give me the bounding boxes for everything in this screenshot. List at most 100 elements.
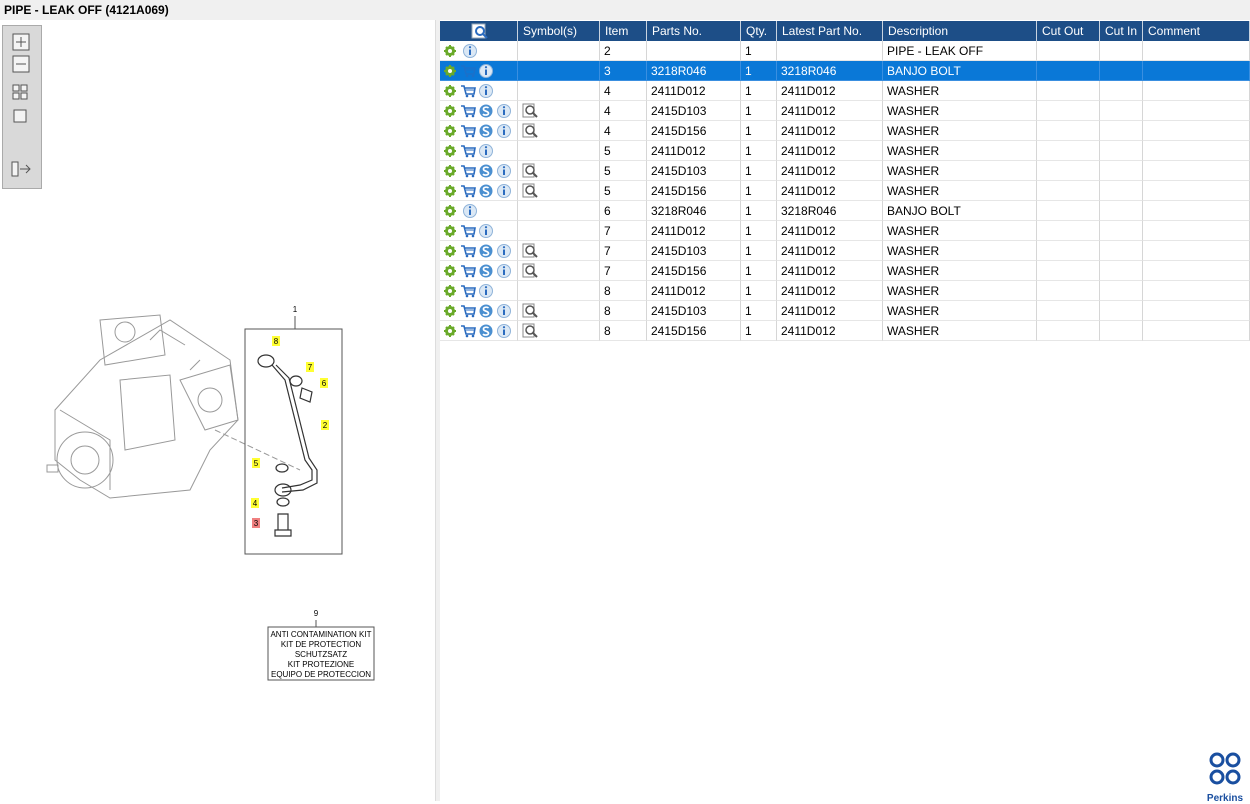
- assembly-number: 1: [293, 305, 298, 314]
- table-cell: WASHER: [883, 81, 1037, 101]
- table-cell: 2415D103: [647, 161, 741, 181]
- table-cell: 8: [600, 321, 647, 341]
- table-cell: 2411D012: [777, 101, 883, 121]
- row-icons[interactable]: [440, 201, 518, 221]
- empty-cell: [1143, 301, 1250, 321]
- symbol-icon[interactable]: [518, 161, 600, 181]
- table-cell: 2411D012: [777, 221, 883, 241]
- empty-cell: [518, 221, 600, 241]
- symbol-icon[interactable]: [518, 181, 600, 201]
- row-icons[interactable]: [440, 101, 518, 121]
- symbol-icon[interactable]: [518, 121, 600, 141]
- empty-cell: [1037, 41, 1100, 61]
- row-icons[interactable]: [440, 221, 518, 241]
- empty-cell: [1143, 281, 1250, 301]
- symbol-icon[interactable]: [518, 241, 600, 261]
- column-header[interactable]: Item: [600, 21, 647, 41]
- row-icons[interactable]: [440, 41, 518, 61]
- table-cell: 4: [600, 81, 647, 101]
- kit-line: ANTI CONTAMINATION KIT: [270, 630, 371, 639]
- table-cell: 2411D012: [777, 321, 883, 341]
- pipe-parts: [257, 354, 318, 537]
- empty-cell: [1037, 161, 1100, 181]
- kit-line: KIT DE PROTECTION: [281, 640, 362, 649]
- column-header[interactable]: Parts No.: [647, 21, 741, 41]
- row-icons[interactable]: [440, 241, 518, 261]
- column-header[interactable]: Comment: [1143, 21, 1250, 41]
- table-cell: [647, 41, 741, 61]
- symbol-icon[interactable]: [518, 101, 600, 121]
- table-cell: [777, 41, 883, 61]
- row-icons[interactable]: [440, 81, 518, 101]
- empty-cell: [1100, 281, 1143, 301]
- header-cell: [440, 21, 518, 41]
- empty-cell: [1037, 81, 1100, 101]
- symbol-icon[interactable]: [518, 301, 600, 321]
- callout-box: [306, 362, 314, 372]
- row-icons[interactable]: [440, 301, 518, 321]
- callout-label: 4: [253, 499, 258, 508]
- table-cell: 2411D012: [647, 221, 741, 241]
- kit-line: EQUIPO DE PROTECCION: [271, 670, 371, 679]
- empty-cell: [1100, 321, 1143, 341]
- fit-all[interactable]: [12, 84, 28, 100]
- row-icons[interactable]: [440, 61, 518, 81]
- row-icons[interactable]: [440, 161, 518, 181]
- table-cell: 1: [741, 41, 777, 61]
- table-cell: 2415D103: [647, 241, 741, 261]
- table-cell: 3218R046: [647, 201, 741, 221]
- zoom-in[interactable]: [12, 33, 30, 51]
- actual-size[interactable]: [13, 109, 27, 123]
- empty-cell: [518, 61, 600, 81]
- splitter[interactable]: [435, 20, 440, 801]
- table-cell: 7: [600, 221, 647, 241]
- table-cell: 2415D156: [647, 321, 741, 341]
- empty-cell: [518, 81, 600, 101]
- table-cell: 6: [600, 201, 647, 221]
- empty-cell: [518, 281, 600, 301]
- row-icons[interactable]: [440, 181, 518, 201]
- table-cell: 1: [741, 181, 777, 201]
- table-cell: 2415D156: [647, 261, 741, 281]
- symbol-icon[interactable]: [518, 321, 600, 341]
- table-cell: 1: [741, 221, 777, 241]
- column-header[interactable]: Cut Out: [1037, 21, 1100, 41]
- empty-cell: [1100, 201, 1143, 221]
- row-icons[interactable]: [440, 141, 518, 161]
- empty-cell: [1037, 321, 1100, 341]
- row-icons[interactable]: [440, 281, 518, 301]
- empty-cell: [1143, 201, 1250, 221]
- row-icons[interactable]: [440, 121, 518, 141]
- callout-box: [252, 518, 260, 528]
- empty-cell: [1100, 81, 1143, 101]
- callout-label: 8: [274, 337, 279, 346]
- empty-cell: [1037, 181, 1100, 201]
- column-header[interactable]: Qty.: [741, 21, 777, 41]
- table-cell: 3218R046: [647, 61, 741, 81]
- empty-cell: [1143, 121, 1250, 141]
- empty-cell: [518, 141, 600, 161]
- toggle-panel[interactable]: [11, 161, 31, 177]
- empty-cell: [1100, 301, 1143, 321]
- table-cell: 2411D012: [777, 181, 883, 201]
- empty-cell: [1143, 101, 1250, 121]
- symbol-icon[interactable]: [518, 261, 600, 281]
- column-header[interactable]: Symbol(s): [518, 21, 600, 41]
- zoom-out[interactable]: [12, 55, 30, 73]
- table-cell: BANJO BOLT: [883, 61, 1037, 81]
- table-cell: WASHER: [883, 181, 1037, 201]
- column-header[interactable]: Description: [883, 21, 1037, 41]
- table-cell: 1: [741, 321, 777, 341]
- empty-cell: [1100, 261, 1143, 281]
- table-cell: 2411D012: [647, 281, 741, 301]
- row-icons[interactable]: [440, 321, 518, 341]
- column-header[interactable]: Latest Part No.: [777, 21, 883, 41]
- column-header[interactable]: Cut In: [1100, 21, 1143, 41]
- empty-cell: [1143, 321, 1250, 341]
- toolbar-icons: [11, 33, 31, 177]
- kit-number: 9: [314, 609, 319, 618]
- row-icons[interactable]: [440, 261, 518, 281]
- empty-cell: [1143, 61, 1250, 81]
